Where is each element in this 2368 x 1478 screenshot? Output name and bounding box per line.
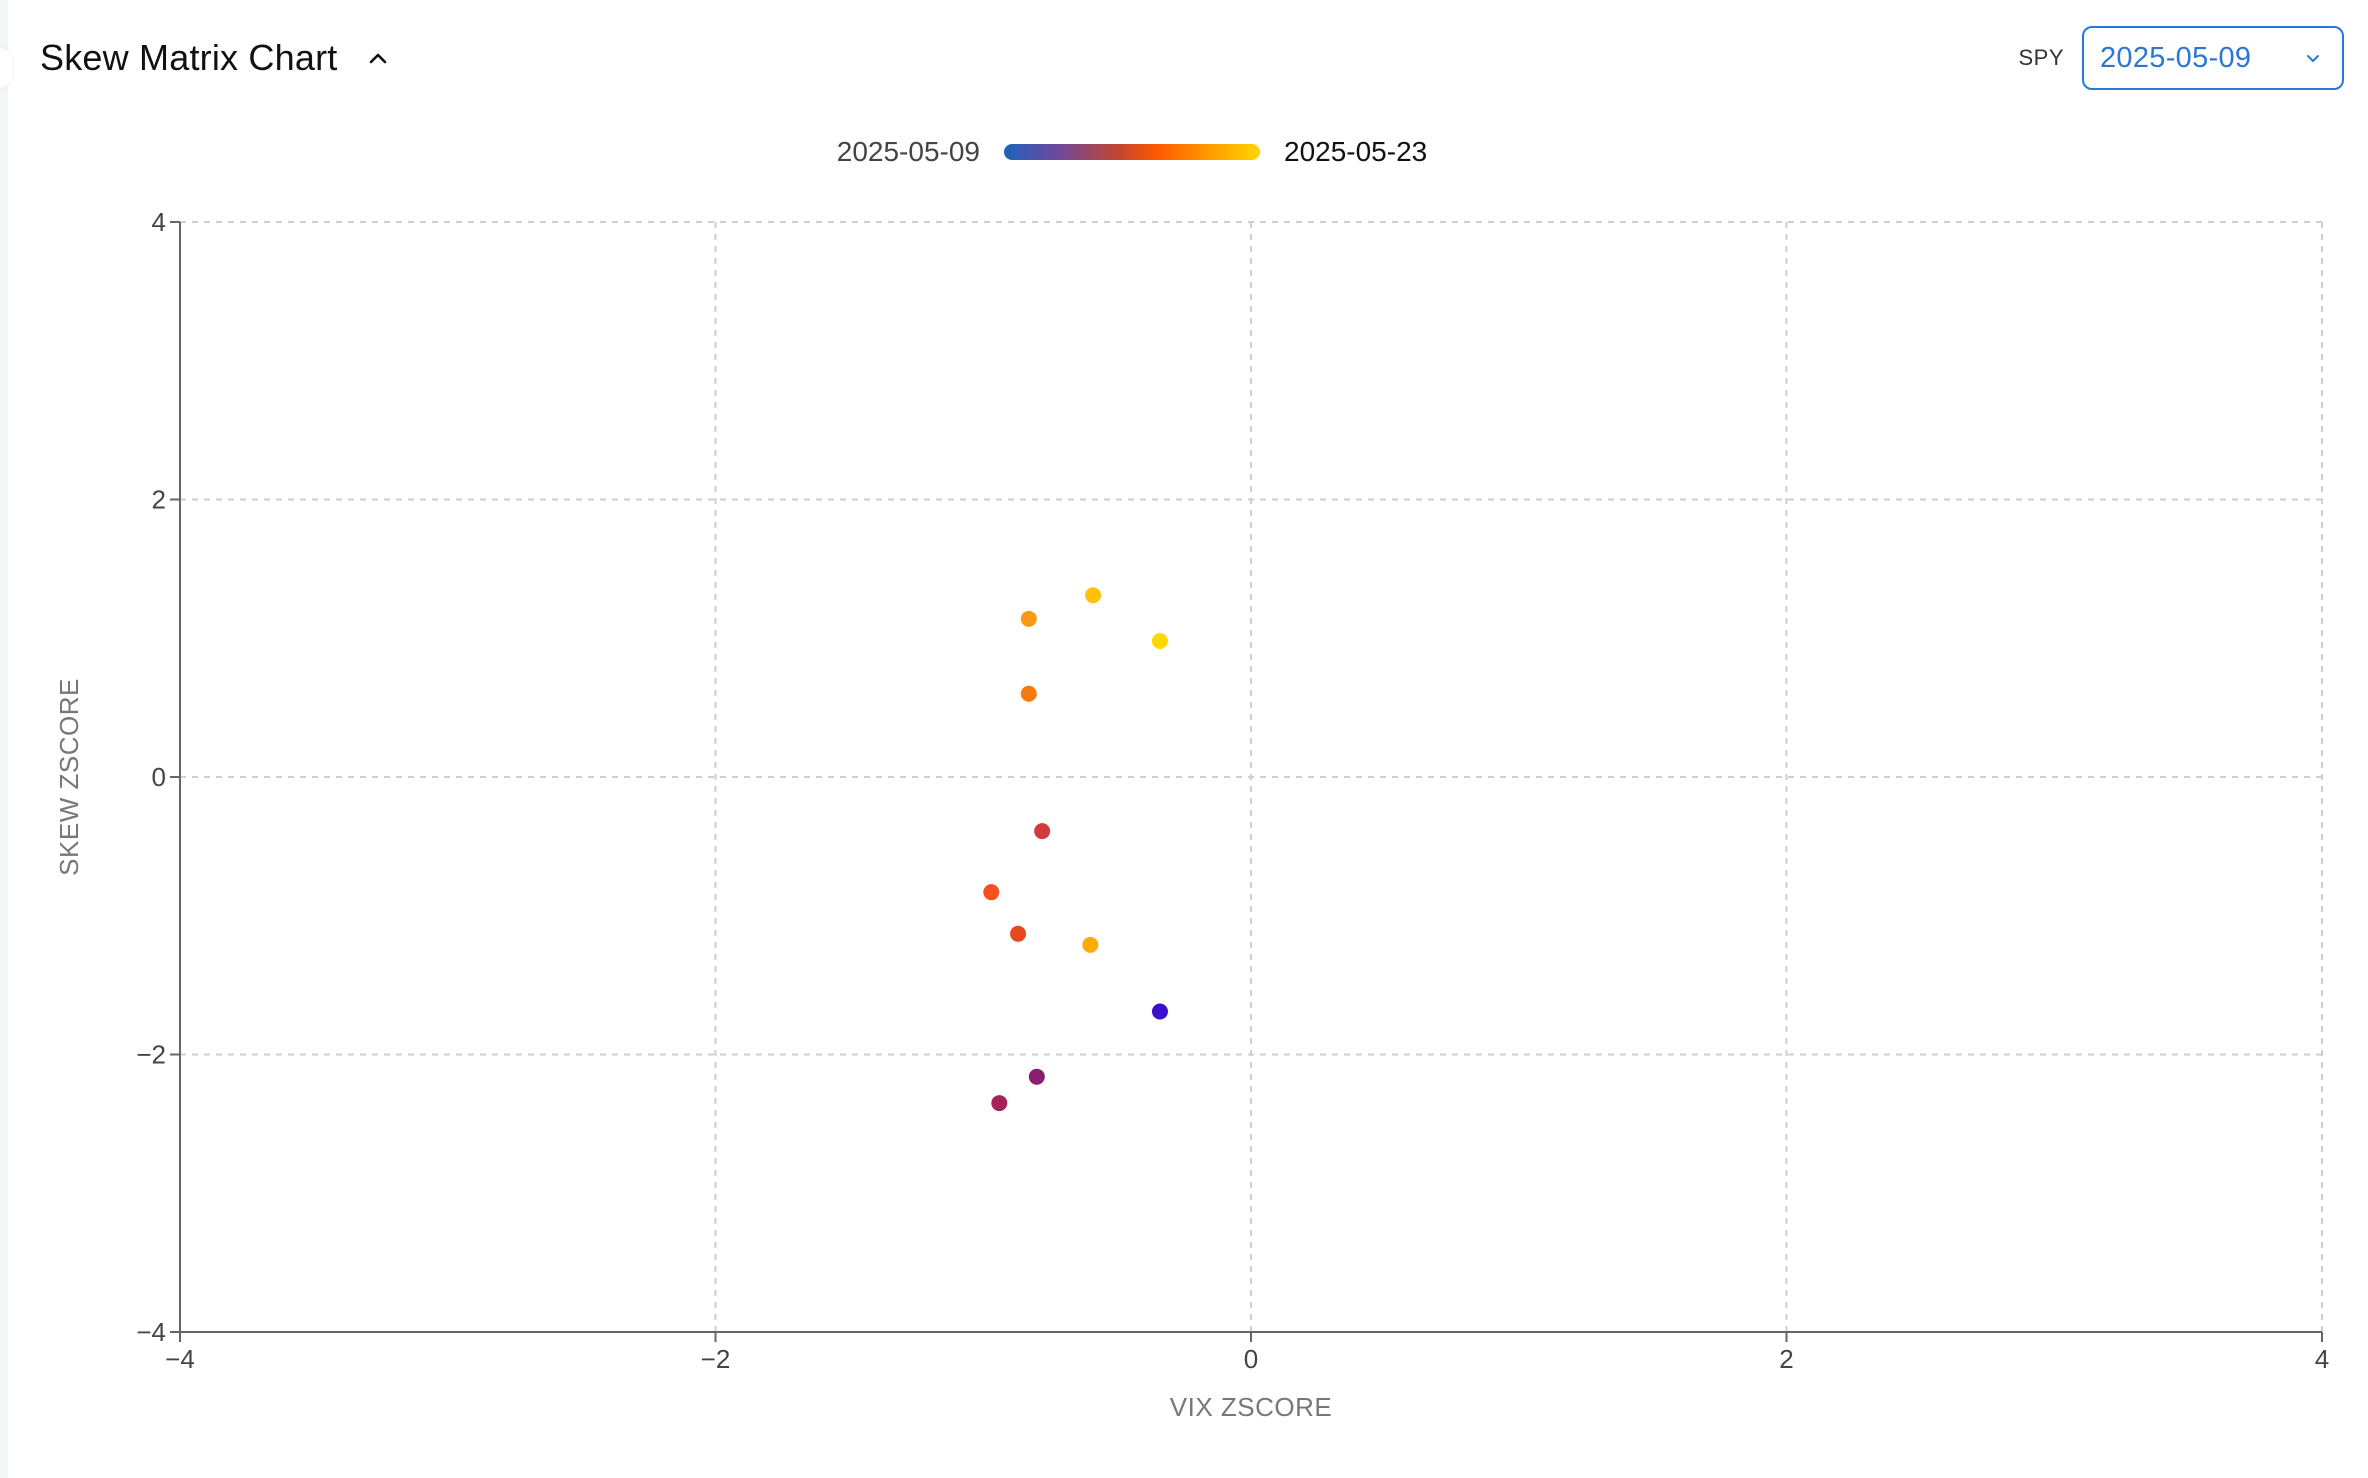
data-points [983,587,1168,1112]
y-tick-label: 0 [152,762,166,792]
data-point [1034,823,1051,840]
y-tick-label: −4 [136,1317,166,1347]
data-point [1082,936,1099,953]
grid-lines [180,221,2323,1332]
chart-header: Skew Matrix Chart [40,30,395,86]
x-tick-label: 0 [1244,1344,1258,1374]
chevron-up-icon [370,53,387,64]
y-tick-label: 2 [152,485,166,515]
date-select-value: 2025-05-09 [2100,41,2252,74]
data-point [1020,610,1037,627]
data-point [991,1095,1008,1112]
data-point [1010,925,1027,942]
data-point [1028,1068,1045,1085]
legend-end-label: 2025-05-23 [1284,136,1428,167]
x-tick-label: 2 [1779,1344,1793,1374]
ticker-label: SPY [2018,45,2064,70]
x-tick-label: −4 [165,1344,195,1374]
legend-start-label: 2025-05-09 [836,136,980,167]
chevron-down-icon [2307,55,2319,62]
ticker-date-control: SPY 2025-05-09 [2018,24,2344,92]
y-tick-label: 4 [152,207,166,237]
sidebar-edge [0,0,8,1478]
y-tick-label: −2 [136,1040,166,1070]
data-point [1151,633,1168,650]
color-legend: 2025-05-09 2025-05-23 [0,132,2368,172]
axes [170,221,2323,1342]
y-axis-title: SKEW ZSCORE [54,678,84,876]
data-point [1085,587,1102,604]
data-point [1020,685,1037,702]
date-select[interactable]: 2025-05-09 [2082,26,2344,90]
legend-gradient-bar [1004,144,1260,160]
x-tick-label: 4 [2315,1344,2329,1374]
page-title: Skew Matrix Chart [40,37,338,78]
tick-labels: −4 −2 0 2 4 −4 −2 0 2 4 [136,207,2329,1374]
x-axis-title: VIX ZSCORE [1170,1392,1332,1422]
collapse-button[interactable] [361,41,395,75]
sidebar-toggle-handle[interactable] [0,48,12,88]
data-point [983,884,1000,901]
data-point [1151,1003,1168,1020]
x-tick-label: −2 [701,1344,731,1374]
